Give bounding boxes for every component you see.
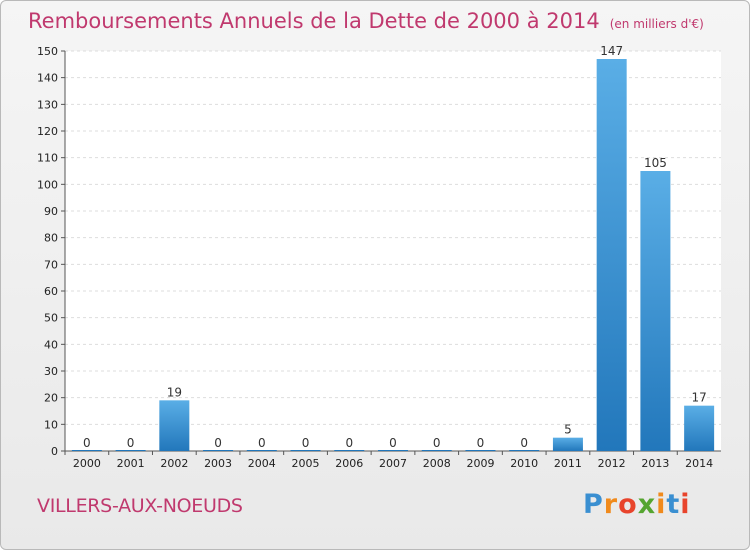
bar (596, 59, 627, 451)
logo-letter: t (666, 489, 681, 520)
data-label: 0 (477, 436, 485, 450)
logo-letter: P (583, 489, 604, 520)
data-label: 0 (127, 436, 135, 450)
y-tick-label: 20 (44, 392, 58, 405)
x-tick-label: 2009 (466, 457, 494, 470)
y-tick-label: 10 (44, 418, 58, 431)
x-tick-label: 2007 (379, 457, 407, 470)
chart-title-text: Remboursements Annuels de la Dette de 20… (28, 9, 600, 33)
x-tick-label: 2010 (510, 457, 538, 470)
y-tick-label: 60 (44, 285, 58, 298)
y-tick-label: 50 (44, 312, 58, 325)
logo-letter: i (656, 489, 667, 520)
data-label: 0 (83, 436, 91, 450)
bar (684, 405, 715, 451)
y-tick-label: 90 (44, 205, 58, 218)
data-label: 0 (214, 436, 222, 450)
data-label: 0 (433, 436, 441, 450)
bar (159, 400, 190, 451)
data-label: 0 (345, 436, 353, 450)
x-tick-label: 2012 (598, 457, 626, 470)
y-tick-label: 30 (44, 365, 58, 378)
x-tick-label: 2014 (685, 457, 713, 470)
commune-name: VILLERS-AUX-NOEUDS (37, 495, 243, 517)
x-tick-label: 2000 (73, 457, 101, 470)
y-tick-label: 120 (37, 125, 58, 138)
data-label: 0 (258, 436, 266, 450)
y-tick-label: 70 (44, 258, 58, 271)
data-label: 17 (691, 391, 706, 405)
y-tick-label: 130 (37, 98, 58, 111)
proxiti-logo: Proxiti (583, 489, 691, 520)
logo-letter: i (680, 489, 691, 520)
y-tick-label: 110 (37, 152, 58, 165)
chart-title: Remboursements Annuels de la Dette de 20… (28, 9, 704, 33)
y-tick-label: 80 (44, 232, 58, 245)
data-label: 105 (644, 156, 667, 170)
bar (640, 171, 671, 451)
data-label: 0 (520, 436, 528, 450)
y-tick-label: 140 (37, 72, 58, 85)
y-tick-label: 150 (37, 45, 58, 58)
x-tick-label: 2008 (423, 457, 451, 470)
x-tick-label: 2013 (641, 457, 669, 470)
data-label: 147 (600, 44, 623, 58)
x-tick-label: 2011 (554, 457, 582, 470)
y-tick-label: 100 (37, 178, 58, 191)
chart-unit: (en milliers d'€) (609, 17, 704, 31)
x-tick-label: 2004 (248, 457, 276, 470)
logo-letter: r (603, 489, 619, 520)
x-tick-label: 2006 (335, 457, 363, 470)
data-label: 0 (389, 436, 397, 450)
bar (552, 437, 583, 451)
x-tick-label: 2005 (292, 457, 320, 470)
data-label: 5 (564, 423, 572, 437)
x-tick-label: 2003 (204, 457, 232, 470)
data-label: 0 (302, 436, 310, 450)
x-tick-label: 2001 (117, 457, 145, 470)
y-tick-label: 0 (51, 445, 58, 458)
logo-letter: o (618, 489, 638, 520)
logo-letter: x (637, 489, 657, 520)
x-tick-label: 2002 (160, 457, 188, 470)
y-tick-label: 40 (44, 338, 58, 351)
data-label: 19 (167, 385, 182, 399)
